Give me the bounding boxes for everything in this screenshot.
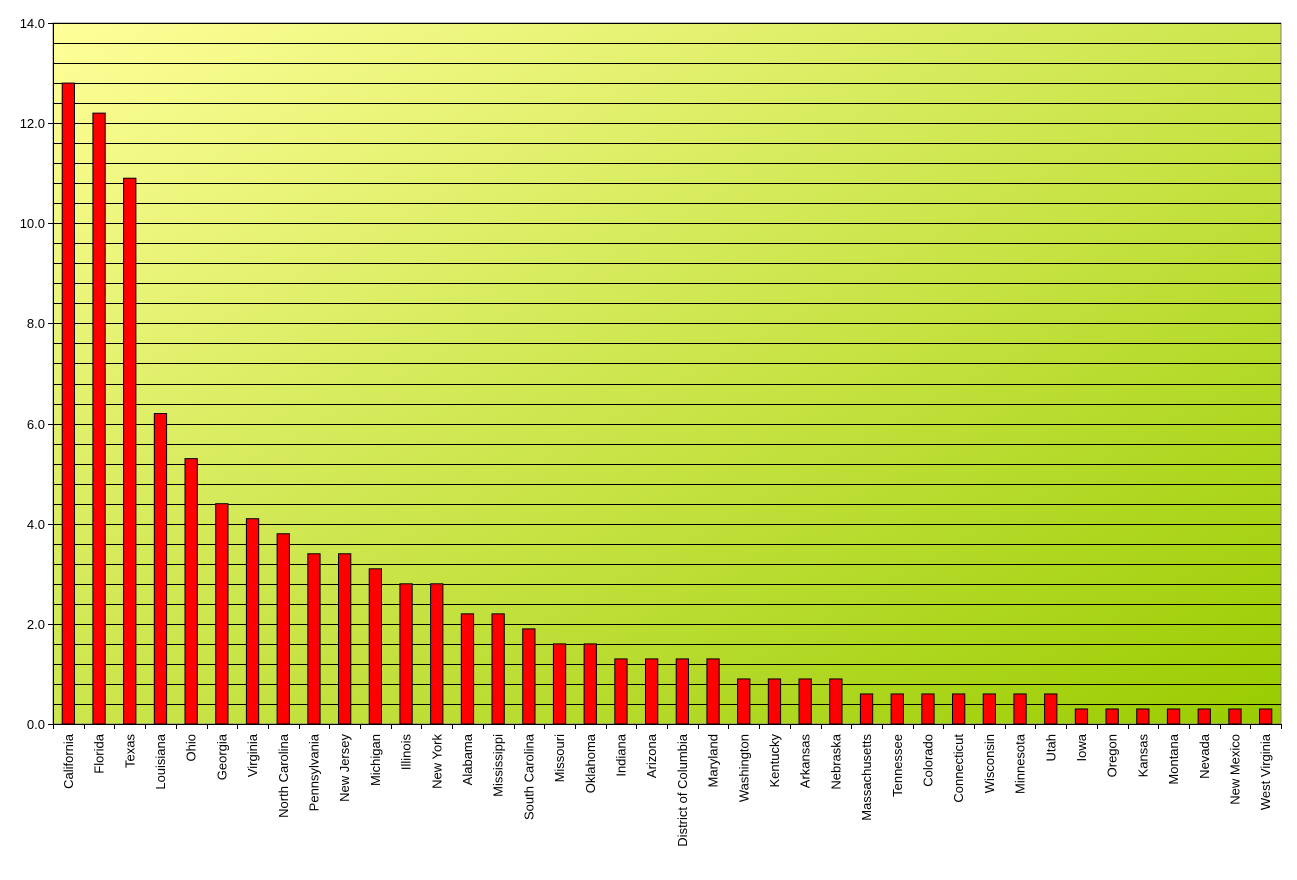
x-category-label: Kansas [1135, 734, 1150, 778]
bar-california [61, 82, 75, 725]
bar-utah [1044, 693, 1058, 725]
bar-new-mexico [1228, 708, 1242, 725]
bar-west-virginia [1259, 708, 1273, 725]
x-category-label: Louisiana [153, 733, 168, 789]
bar-pennsylvania [307, 553, 321, 725]
bar-kentucky [767, 678, 782, 725]
x-category-label: Indiana [613, 733, 628, 776]
x-category-label: New Mexico [1227, 734, 1242, 805]
bar-illinois [399, 583, 413, 725]
bar-montana [1166, 708, 1181, 725]
plot-area-background [52, 22, 1282, 725]
x-category-label: Tennessee [890, 734, 905, 797]
x-category-label: Ohio [184, 734, 199, 761]
x-category-label: Connecticut [951, 734, 966, 803]
bar-south-carolina [522, 628, 536, 725]
x-category-label: North Carolina [276, 733, 291, 818]
x-category-label: Pennsylvania [306, 733, 321, 811]
x-category-label: Virginia [245, 733, 260, 777]
y-tick-label: 10.0 [20, 216, 45, 231]
y-tick-label: 0.0 [27, 717, 45, 732]
bar-ohio [184, 458, 198, 725]
y-tick-label: 2.0 [27, 617, 45, 632]
bar-oklahoma [583, 643, 597, 725]
bar-florida [92, 112, 106, 725]
bar-michigan [368, 568, 382, 725]
x-category-label: Colorado [920, 734, 935, 787]
bar-mississippi [491, 613, 505, 725]
x-category-label: Georgia [214, 733, 229, 780]
x-category-label: Minnesota [1013, 733, 1028, 794]
y-axis-tick-labels: 0.0 2.0 4.0 6.0 8.0 10.0 12.0 14.0 [20, 16, 53, 732]
x-category-label: West Virginia [1258, 733, 1273, 810]
bar-indiana [614, 658, 628, 725]
bar-alabama [460, 613, 475, 725]
x-category-label: Arizona [644, 733, 659, 778]
x-category-label: Mississippi [491, 734, 506, 797]
y-tick-label: 12.0 [20, 116, 45, 131]
y-tick-label: 8.0 [27, 316, 45, 331]
y-tick-label: 14.0 [20, 16, 45, 31]
bar-texas [123, 177, 137, 725]
bar-georgia [215, 503, 229, 725]
bar-tennessee [890, 693, 904, 725]
x-category-label: Maryland [706, 734, 721, 787]
bar-virginia [245, 518, 260, 725]
x-category-label: Arkansas [798, 734, 813, 789]
bar-new-jersey [338, 553, 352, 725]
x-category-label: Wisconsin [982, 734, 997, 793]
bar-nebraska [829, 678, 843, 725]
x-category-label: South Carolina [521, 733, 536, 820]
x-category-label: Nebraska [828, 733, 843, 789]
x-category-label: California [61, 733, 76, 789]
bar-nevada [1197, 708, 1211, 725]
bar-new-york [430, 583, 444, 725]
bar-arizona [645, 658, 659, 725]
x-category-label: District of Columbia [675, 733, 690, 846]
bar-district-of-columbia [675, 658, 689, 725]
x-category-label: Alabama [460, 733, 475, 785]
x-category-label: Oregon [1105, 734, 1120, 777]
bar-minnesota [1013, 693, 1027, 725]
x-category-label: Missouri [552, 734, 567, 783]
x-axis-category-labels: California Florida Texas Louisiana Ohio Georg… [53, 724, 1282, 847]
bar-missouri [552, 643, 567, 725]
x-category-label: Massachusetts [859, 734, 874, 821]
y-tick-label: 6.0 [27, 417, 45, 432]
bar-arkansas [798, 678, 812, 725]
bar-washington [737, 678, 751, 725]
bar-massachusetts [859, 693, 874, 725]
y-tick-label: 4.0 [27, 517, 45, 532]
bar-maryland [706, 658, 720, 725]
bar-iowa [1074, 708, 1089, 725]
x-category-label: New Jersey [337, 734, 352, 802]
x-category-label: Michigan [368, 734, 383, 786]
x-category-label: Iowa [1074, 733, 1089, 761]
x-category-label: Illinois [399, 734, 414, 771]
x-category-label: Texas [122, 734, 137, 768]
bar-wisconsin [982, 693, 996, 725]
x-category-label: Oklahoma [583, 733, 598, 793]
x-category-label: New York [429, 734, 444, 789]
x-category-label: Washington [736, 734, 751, 802]
x-category-label: Florida [92, 733, 107, 774]
x-category-label: Montana [1166, 733, 1181, 784]
x-category-label: Utah [1043, 734, 1058, 761]
bar-louisiana [153, 413, 168, 725]
bar-oregon [1105, 708, 1119, 725]
bar-connecticut [952, 693, 966, 725]
bars [61, 82, 1273, 725]
bar-colorado [921, 693, 935, 725]
bar-north-carolina [276, 533, 290, 725]
bar-kansas [1136, 708, 1150, 725]
x-category-label: Kentucky [767, 734, 782, 788]
x-category-label: Nevada [1197, 733, 1212, 779]
